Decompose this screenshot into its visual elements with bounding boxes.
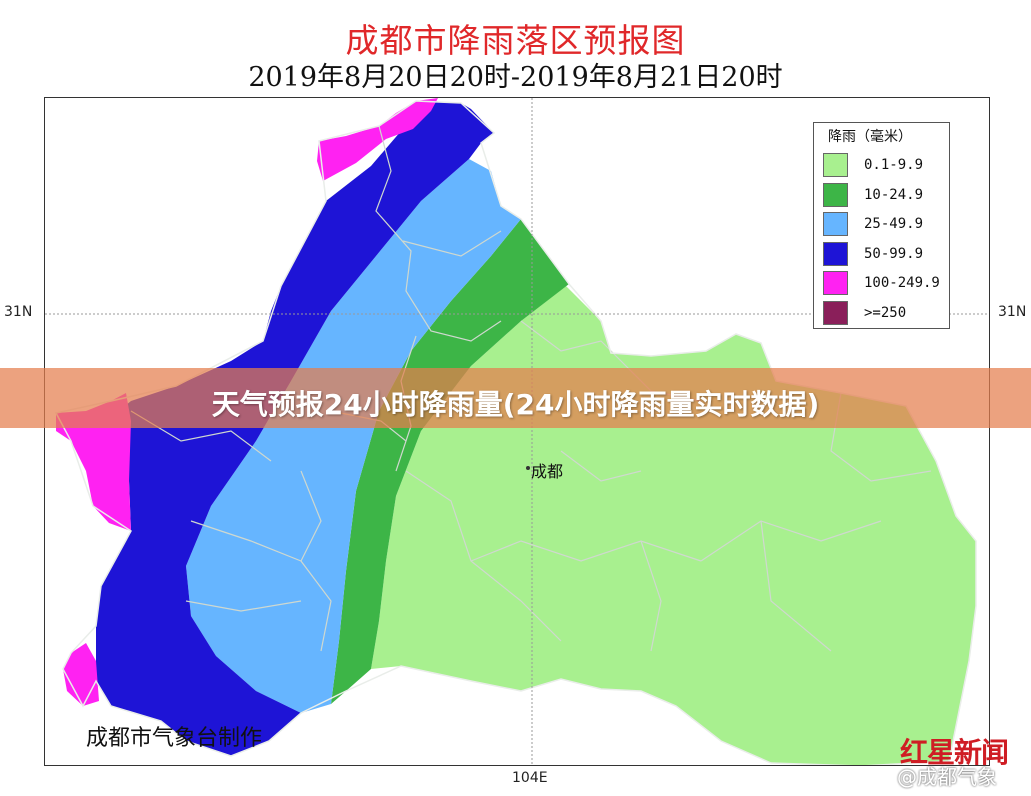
city-outline [54,100,977,765]
legend-item: 25-49.9 [823,212,948,238]
banner-text: 天气预报24小时降雨量(24小时降雨量实时数据) [211,388,820,421]
watermark-weibo-handle: @成都气象 [897,765,997,789]
legend-item: 0.1-9.9 [823,153,948,179]
latitude-label-right: 31N [998,304,1027,320]
map-title: 成都市降雨落区预报图 [345,21,686,60]
latitude-label-left: 31N [4,304,33,320]
city-marker [526,466,530,470]
legend-title: 降雨（毫米） [828,129,912,145]
legend-item: >=250 [823,300,948,327]
legend-swatch [823,182,848,207]
rain-zone-green [331,219,569,704]
watermark-logo: 红星新闻 [900,736,1009,769]
legend-label: 100-249.9 [864,275,940,291]
city-label: 成都 [531,462,564,481]
legend-label: 10-24.9 [864,186,924,203]
legend-swatch [823,212,848,236]
legend-swatch [823,300,848,325]
legend: 降雨（毫米） 0.1-9.9 10-24.9 25-49.9 50-99.9 100-2… [813,122,950,329]
rain-zone-dark-blue [96,101,494,756]
map-subtitle: 2019年8月20日20时-2019年8月21日20时 [248,62,783,93]
legend-item: 10-24.9 [823,182,948,209]
rain-zone-magenta-southwest [63,643,99,706]
rain-zone-light-blue [186,159,521,713]
district-boundaries [130,125,932,652]
legend-label: 50-99.9 [864,245,924,262]
longitude-label-bottom: 104E [512,770,548,786]
legend-item: 50-99.9 [823,241,948,268]
legend-swatch [823,153,848,177]
rain-zone-magenta-north [317,98,438,181]
credit-text: 成都市气象台制作 [86,726,263,751]
legend-label: 25-49.9 [864,216,924,232]
title-banner [0,368,1031,428]
legend-label: 0.1-9.9 [864,157,924,173]
legend-swatch [823,241,848,266]
legend-item: 100-249.9 [823,271,948,297]
legend-label: >=250 [864,304,907,321]
legend-swatch [823,271,848,295]
